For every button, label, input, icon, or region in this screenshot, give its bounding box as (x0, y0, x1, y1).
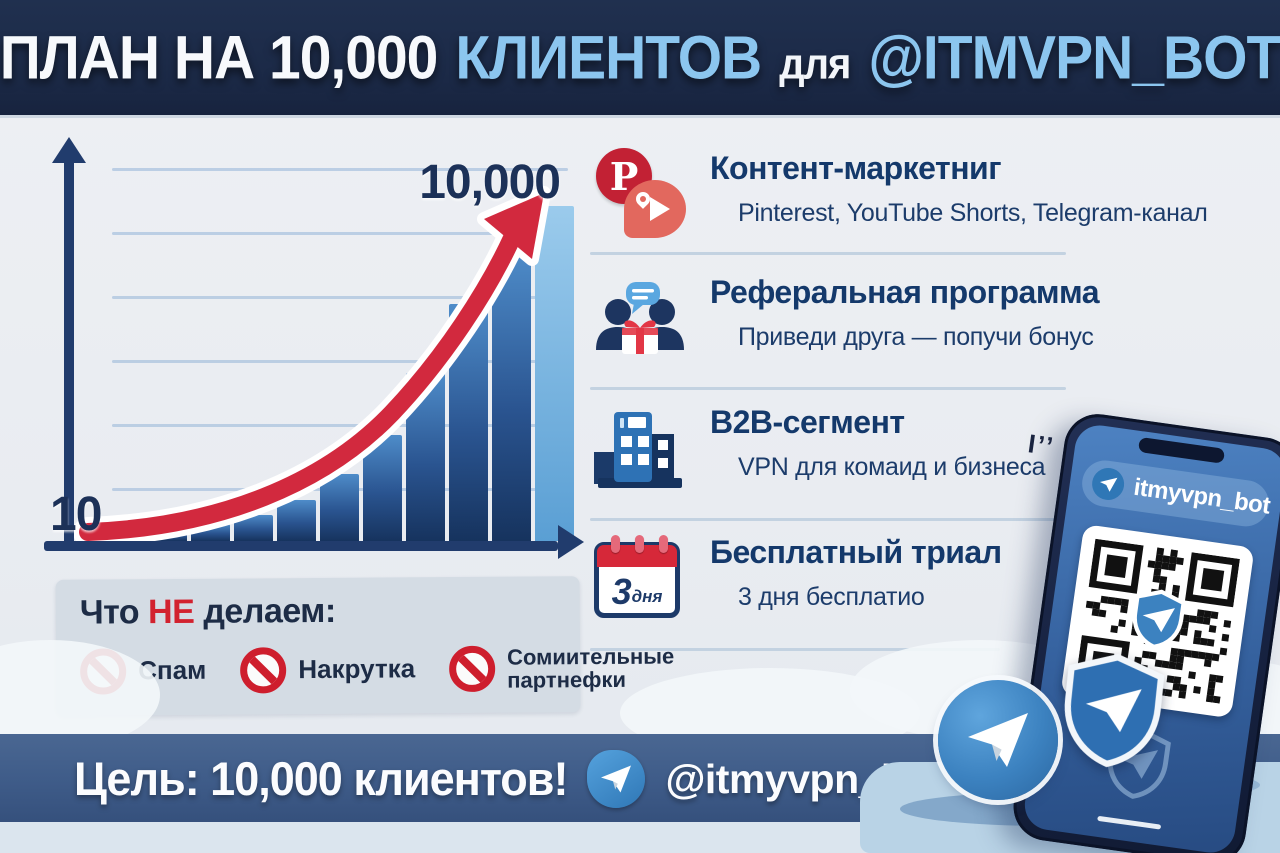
not-doing-not: НЕ (147, 592, 195, 632)
prohibition-icon (240, 647, 287, 694)
strategy-subtitle: Приведи друга — попучи бонус (738, 323, 1094, 351)
strategy-title: B2B-сегмент (710, 404, 905, 440)
header: ПЛАН НА 10,000 КЛИЕНТОВ для @ITMVPN_BOT (0, 0, 1280, 118)
not-doing-suffix: делаем: (203, 591, 336, 631)
vpn-shield-logo (1052, 647, 1172, 781)
referral-people-gift-icon (592, 272, 688, 368)
page-title: ПЛАН НА 10,000 КЛИЕНТОВ для @ITMVPN_BOT (0, 22, 1280, 93)
video-bubble-icon (624, 180, 686, 238)
chart-start-label: 10 (50, 488, 102, 541)
title-clients: КЛИЕНТОВ (455, 22, 762, 93)
y-axis (64, 159, 74, 545)
telegram-icon (1090, 465, 1127, 503)
gridline (112, 232, 568, 235)
goal-text: Цель: 10,000 клиентов! (74, 751, 568, 806)
growth-bar (492, 251, 531, 541)
strategy-free-trial: 3 дня Бесплатный триал 3 дня бесплатио (592, 532, 1002, 628)
title-bot-handle: @ITMVPN_BOT (868, 22, 1280, 93)
phone-mockup: itmyvpn_bot (1009, 409, 1280, 853)
pinterest-play-bubble-icon: P (592, 148, 688, 244)
calendar-unit: дня (631, 587, 663, 606)
divider (590, 252, 1066, 255)
gridline (112, 360, 568, 363)
not-item-label: Накрутка (298, 653, 416, 685)
strategy-title: Бесплатный триал (710, 534, 1002, 570)
growth-bar (535, 206, 574, 541)
growth-bars (148, 206, 574, 541)
home-indicator (1097, 815, 1162, 830)
title-for: для (779, 40, 851, 88)
divider (590, 648, 1000, 651)
not-item-shady-partners: Сомиительные партнефки (448, 643, 675, 693)
strategy-subtitle: Pinterest, YouTube Shorts, Telegram-кана… (738, 199, 1208, 227)
play-icon (650, 197, 670, 221)
telegram-shield-icon (1122, 584, 1193, 659)
strategy-subtitle: 3 дня бесплатио (738, 583, 925, 611)
calendar-number: 3 (611, 571, 632, 612)
strategy-referral: Реферальная программа Приведи друга — по… (592, 272, 1100, 368)
gridline (112, 168, 568, 171)
gridline (112, 424, 568, 427)
divider (590, 387, 1066, 390)
phone-screen: itmyvpn_bot (1021, 422, 1280, 853)
motion-marks: I’’ (1026, 428, 1057, 462)
growth-bar (320, 474, 359, 541)
growth-chart: 10 10,000 (40, 135, 588, 567)
not-item-label: Сомиительные партнефки (506, 643, 675, 693)
strategy-content-marketing: P Контент-маркетниг Pinterest, YouTube S… (592, 148, 1208, 244)
strategy-title: Контент-маркетниг (710, 150, 1002, 186)
x-axis-arrow-icon (558, 525, 584, 559)
not-doing-prefix: Что (79, 593, 140, 632)
divider (590, 518, 1066, 521)
not-item-boosting: Накрутка (240, 646, 416, 694)
x-axis (44, 541, 558, 551)
growth-curve-arrow (73, 186, 551, 547)
y-axis-arrow-icon (52, 137, 86, 163)
telegram-logo (938, 680, 1058, 800)
growth-bar (277, 500, 316, 541)
bot-header-pill: itmyvpn_bot (1079, 457, 1272, 530)
calendar-icon: 3 дня (592, 532, 688, 628)
not-doing-title: Что НЕ делаем: (80, 590, 556, 632)
gridline (112, 296, 568, 299)
phone-bot-handle: itmyvpn_bot (1132, 473, 1272, 520)
telegram-icon (587, 750, 646, 808)
strategy-subtitle: VPN для комаид и бизнеса (738, 453, 1046, 481)
strategy-b2b: B2B-сегмент VPN для комаид и бизнеса (592, 402, 1046, 498)
phone-notch (1137, 436, 1226, 464)
strategy-title: Реферальная программа (710, 274, 1100, 310)
title-plan: ПЛАН НА 10,000 (0, 22, 438, 93)
prohibition-icon (448, 645, 496, 693)
office-buildings-icon (592, 402, 688, 498)
chart-end-label: 10,000 (419, 156, 561, 209)
